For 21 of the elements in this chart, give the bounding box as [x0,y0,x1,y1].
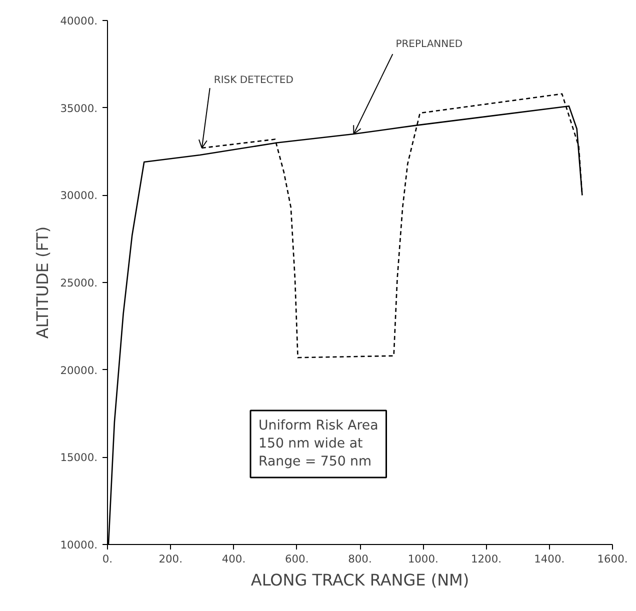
y-tick-label: 35000. [60,102,98,115]
y-axis-title: ALTITUDE (FT) [33,226,52,339]
x-tick-label: 200. [158,552,182,566]
y-tick-label: 30000. [60,189,98,202]
x-tick-label: 400. [222,552,246,566]
x-tick-label: 1600. [597,552,628,566]
y-tick-label: 15000. [60,451,98,464]
annotation: RISK DETECTED [214,75,294,86]
x-tick-label: 0. [102,552,113,566]
annotation: Uniform Risk Area 150 nm wide at Range = 750 nm [258,418,378,470]
x-tick-label: 600. [285,552,309,566]
y-tick-label: 20000. [60,364,98,377]
x-axis-title: ALONG TRACK RANGE (NM) [250,570,470,590]
x-tick-label: 800. [348,552,372,566]
x-tick-label: 1200. [470,552,502,566]
y-tick-label: 25000. [60,276,98,290]
y-tick-label: 40000. [60,14,98,28]
x-tick-label: 1400. [534,552,565,566]
annotation: PREPLANNED [396,39,463,50]
y-tick-label: 10000. [60,538,98,552]
x-tick-label: 1000. [408,552,438,566]
